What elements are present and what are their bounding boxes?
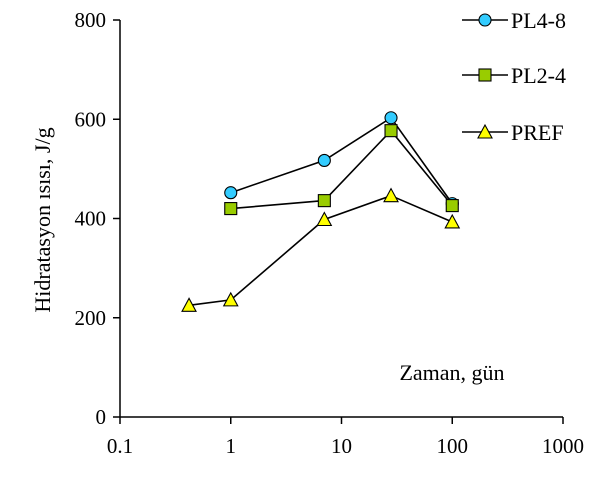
legend-marker-pl2-4 xyxy=(478,68,492,82)
data-point-pl4-8 xyxy=(384,111,398,125)
axes: 0 200 400 600 800 0.1 1 10 100 1000 xyxy=(75,8,585,458)
legend-item-pref: PREF xyxy=(462,120,564,145)
data-point-pref xyxy=(181,297,197,312)
x-axis-title: Zaman, gün xyxy=(399,360,504,385)
x-tick-label: 100 xyxy=(437,434,469,458)
data-point-pl4-8 xyxy=(317,153,331,167)
data-point-pl2-4 xyxy=(445,199,459,213)
y-tick-label: 400 xyxy=(75,207,107,231)
legend-label-pl2-4: PL2-4 xyxy=(511,63,566,88)
x-tick-label: 1000 xyxy=(542,434,584,458)
series-line-pl4-8 xyxy=(230,116,453,205)
legend-item-pl2-4: PL2-4 xyxy=(462,63,566,88)
data-point-pl2-4 xyxy=(384,124,398,138)
data-point-pl4-8 xyxy=(224,186,238,200)
data-point-pref xyxy=(383,187,399,203)
y-tick-label: 0 xyxy=(96,405,107,429)
legend-marker-pref xyxy=(477,123,493,139)
data-point-pref xyxy=(222,291,239,307)
y-tick-label: 200 xyxy=(75,306,107,330)
series-pl4-8 xyxy=(224,111,459,211)
y-tick-label: 800 xyxy=(75,8,107,32)
legend: PL4-8 PL2-4 PREF xyxy=(462,8,566,145)
legend-item-pl4-8: PL4-8 xyxy=(462,8,566,33)
data-point-pl2-4 xyxy=(224,202,238,216)
series-layer xyxy=(181,111,461,312)
series-pl2-4 xyxy=(224,124,459,216)
data-point-pl2-4 xyxy=(317,194,331,208)
data-point-pref xyxy=(316,211,333,227)
series-line-pl2-4 xyxy=(230,129,453,210)
series-pref xyxy=(181,187,461,312)
y-tick-label: 600 xyxy=(75,107,107,131)
x-tick-label: 1 xyxy=(226,434,237,458)
legend-label-pl4-8: PL4-8 xyxy=(511,8,566,33)
x-tick-label: 0.1 xyxy=(107,434,133,458)
x-tick-label: 10 xyxy=(331,434,352,458)
y-axis-title: Hidratasyon ısısı, J/g xyxy=(30,127,55,312)
legend-marker-pl4-8 xyxy=(478,13,492,27)
data-point-pref xyxy=(444,213,461,229)
legend-label-pref: PREF xyxy=(511,120,564,145)
